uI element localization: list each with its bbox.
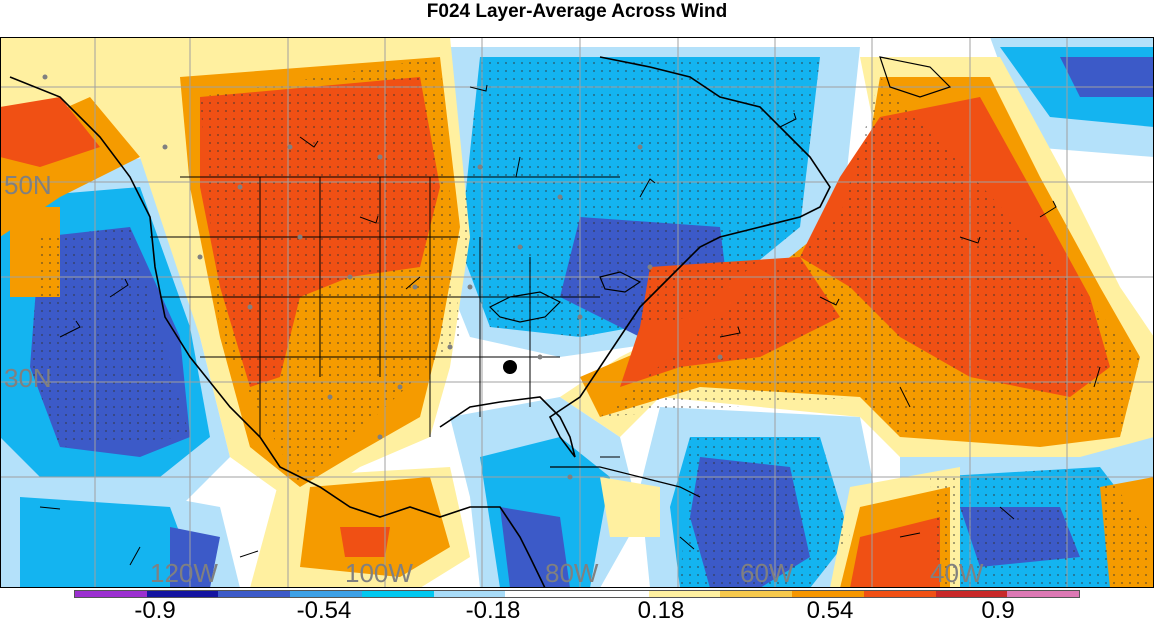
coastlines — [9, 56, 952, 588]
lon-label-100w: 100W — [345, 558, 413, 588]
state-borders — [150, 176, 620, 437]
lon-label-40w: 40W — [930, 558, 984, 588]
colorbar-tick: 0.9 — [981, 597, 1015, 624]
colorbar-tick: -0.54 — [296, 597, 352, 624]
colorbar-tick: -0.18 — [465, 597, 521, 624]
lat-label-30n: 30N — [4, 363, 52, 393]
colorbar-segment — [75, 591, 147, 597]
colorbar-segment — [290, 591, 362, 597]
chart-title: F024 Layer-Average Across Wind — [426, 1, 728, 22]
colorbar-segment — [720, 591, 793, 597]
colorbar-tick: 0.54 — [806, 597, 854, 624]
colorbar-segment — [146, 591, 219, 597]
colorbar — [74, 590, 1080, 598]
colorbar-segment — [218, 591, 291, 597]
colorbar-segment — [361, 591, 434, 597]
lon-label-120w: 120W — [150, 558, 218, 588]
station-marker — [503, 360, 517, 374]
colorbar-segment — [577, 591, 649, 597]
colorbar-tick: 0.18 — [637, 597, 685, 624]
map-panel[interactable]: 50N 30N 120W 100W 80W 60W 40W — [0, 37, 1154, 588]
colorbar-segment — [433, 591, 506, 597]
graticule — [0, 37, 1154, 588]
colorbar-segment — [863, 591, 936, 597]
lon-label-80w: 80W — [545, 558, 599, 588]
colorbar-ticks: -0.9 -0.54 -0.18 0.18 0.54 0.9 — [0, 597, 1154, 624]
wind-barbs — [39, 84, 1101, 566]
significance-stipple — [30, 57, 1154, 588]
colorbar-segment — [648, 591, 721, 597]
colorbar-segment — [505, 591, 578, 597]
lon-label-60w: 60W — [740, 558, 794, 588]
lat-label-50n: 50N — [4, 170, 52, 200]
colorbar-tick: -0.9 — [134, 597, 176, 624]
colorbar-segment — [1007, 591, 1080, 597]
colorbar-segment — [935, 591, 1008, 597]
colorbar-segment — [792, 591, 864, 597]
station-dots — [42, 74, 723, 480]
